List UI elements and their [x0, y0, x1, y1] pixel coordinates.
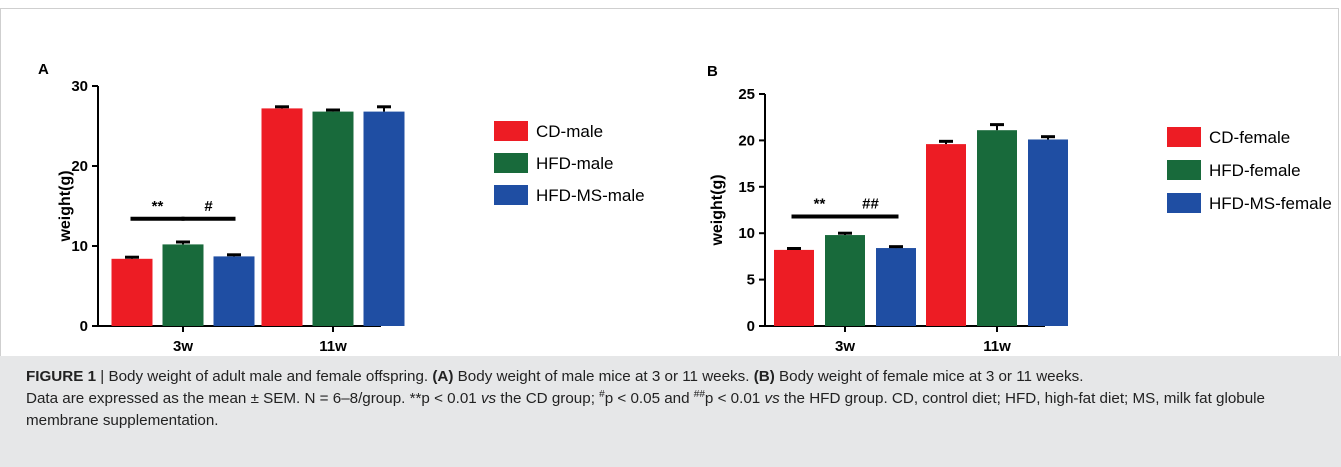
figure-frame	[0, 8, 1339, 356]
bar-b-0-0	[774, 249, 814, 326]
caption-abbreviations: the HFD group. CD, control diet; HFD, hi…	[26, 390, 1266, 429]
y-tick-label-b-3: 15	[738, 179, 755, 196]
significance-mark-b-1: ##	[862, 195, 879, 212]
caption-stats-text: Data are expressed as the mean ± SEM. N …	[26, 390, 481, 407]
caption-cd-group: the CD group;	[496, 390, 600, 407]
panel-a-chart: A 0 10 20 30 weight(g) 3w 11w ** # CD-male HFD-male…	[38, 61, 645, 355]
caption-p001: p < 0.01	[704, 390, 765, 407]
caption-b-label: (B)	[753, 368, 775, 385]
legend-swatch-a-1	[494, 153, 528, 173]
y-axis-label-b: weight(g)	[709, 174, 726, 246]
legend-label-b-0: CD-female	[1209, 128, 1290, 147]
y-tick-label-b-5: 25	[738, 86, 755, 103]
legend-swatch-b-2	[1167, 193, 1201, 213]
legend-label-a-2: HFD-MS-male	[536, 186, 645, 205]
y-tick-label-a-3: 30	[71, 78, 88, 95]
panel-b-chart: B 0 5 10 15 20 25 weight(g) 3w 11w ** ## CD-female HF…	[707, 63, 1332, 355]
caption-a-label: (A)	[432, 368, 454, 385]
bar-b-0-1	[926, 144, 966, 326]
caption-background	[0, 356, 1341, 467]
bar-a-1-0	[162, 244, 204, 326]
y-tick-label-b-4: 20	[738, 132, 755, 149]
significance-mark-a-0: **	[152, 198, 164, 215]
legend-swatch-b-0	[1167, 127, 1201, 147]
panel-label-b: B	[707, 63, 718, 80]
caption-p005: p < 0.05 and	[604, 390, 694, 407]
y-axis-label-a: weight(g)	[57, 170, 74, 242]
x-tick-label-a-1: 11w	[319, 338, 347, 355]
x-tick-label-a-0: 3w	[173, 338, 193, 355]
bar-b-2-0	[876, 248, 916, 326]
legend-label-a-0: CD-male	[536, 122, 603, 141]
legend-label-b-2: HFD-MS-female	[1209, 194, 1332, 213]
caption-hash-1: #	[599, 388, 605, 400]
figure-caption: FIGURE 1 | Body weight of adult male and…	[26, 366, 1326, 432]
caption-figure-label: FIGURE 1	[26, 368, 97, 385]
legend-swatch-b-1	[1167, 160, 1201, 180]
caption-hash-2: ##	[693, 388, 705, 400]
figure-charts: A 0 10 20 30 weight(g) 3w 11w ** # CD-male HFD-male…	[38, 61, 1332, 355]
x-tick-label-b-1: 11w	[983, 338, 1011, 355]
significance-mark-a-1: #	[204, 198, 213, 215]
caption-b-text: Body weight of female mice at 3 or 11 we…	[774, 368, 1084, 385]
legend-swatch-a-0	[494, 121, 528, 141]
panel-label-a: A	[38, 61, 49, 78]
bar-b-2-1	[1028, 139, 1068, 326]
bar-b-1-0	[825, 235, 865, 326]
caption-a-text: Body weight of male mice at 3 or 11 week…	[453, 368, 754, 385]
x-tick-label-b-0: 3w	[835, 338, 855, 355]
bar-b-1-1	[977, 130, 1017, 326]
caption-vs-2: vs	[764, 390, 780, 407]
bar-a-2-1	[363, 111, 405, 326]
caption-separator: |	[96, 368, 109, 385]
bar-a-1-1	[312, 111, 354, 326]
significance-mark-b-0: **	[814, 195, 826, 212]
y-tick-label-a-0: 0	[80, 318, 88, 335]
caption-title: Body weight of adult male and female off…	[108, 368, 433, 385]
y-tick-label-a-1: 10	[71, 238, 88, 255]
bar-a-2-0	[213, 256, 255, 326]
y-tick-label-b-1: 5	[747, 272, 755, 289]
y-tick-label-a-2: 20	[71, 158, 88, 175]
bar-a-0-1	[261, 108, 303, 327]
y-tick-label-b-0: 0	[747, 318, 755, 335]
legend-label-b-1: HFD-female	[1209, 161, 1301, 180]
y-tick-label-b-2: 10	[738, 225, 755, 242]
bar-a-0-0	[111, 258, 153, 326]
caption-vs-1: vs	[480, 390, 497, 407]
legend-swatch-a-2	[494, 185, 528, 205]
legend-label-a-1: HFD-male	[536, 154, 613, 173]
